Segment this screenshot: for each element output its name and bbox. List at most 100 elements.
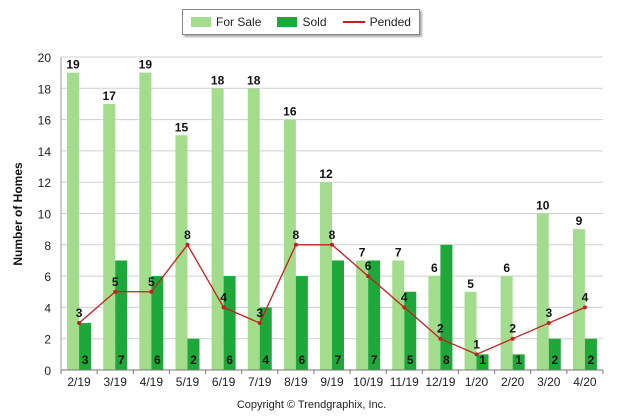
data-label-pended: 1: [473, 337, 480, 351]
pended-point: [402, 305, 407, 310]
bar-for-sale: [572, 229, 585, 370]
data-label-sold: 7: [118, 353, 125, 367]
bar-sold: [151, 276, 164, 370]
data-label-for-sale: 7: [359, 245, 366, 259]
data-label-for-sale: 6: [503, 261, 510, 275]
x-tick-label: 4/20: [573, 375, 597, 389]
x-tick-label: 3/19: [104, 375, 128, 389]
y-tick-label: 4: [44, 301, 51, 315]
y-tick-label: 12: [38, 176, 52, 190]
bar-sold: [548, 338, 561, 370]
pended-point: [330, 242, 334, 247]
legend-swatch-for-sale: [191, 17, 212, 27]
bar-for-sale: [464, 291, 477, 370]
data-label-sold: 4: [262, 353, 269, 367]
pended-point: [474, 352, 479, 357]
data-label-for-sale: 16: [283, 105, 297, 119]
pended-point: [510, 336, 515, 341]
x-tick-label: 11/19: [390, 375, 419, 389]
bar-sold: [223, 276, 236, 370]
data-labels: 1931771961521861841661277775685161102923…: [66, 58, 594, 367]
pended-line: [77, 242, 587, 357]
data-label-for-sale: 7: [395, 245, 402, 259]
y-tick-label: 2: [44, 333, 51, 347]
x-tick-label: 8/19: [284, 375, 308, 389]
data-label-pended: 8: [184, 228, 191, 242]
bar-sold: [187, 338, 200, 370]
bar-for-sale: [67, 72, 80, 371]
data-label-for-sale: 15: [175, 120, 189, 134]
bar-for-sale: [392, 260, 405, 370]
legend-label-sold: Sold: [302, 15, 327, 29]
legend-swatch-sold: [277, 17, 298, 27]
data-label-sold: 6: [299, 353, 306, 367]
data-label-for-sale: 19: [66, 58, 80, 72]
pended-point: [257, 321, 262, 326]
bar-sold: [115, 260, 128, 370]
data-label-sold: 7: [335, 353, 342, 367]
pended-point: [546, 321, 551, 326]
legend-label-for-sale: For Sale: [216, 15, 262, 29]
pended-point: [113, 289, 118, 294]
bar-sold: [79, 323, 92, 370]
x-tick-label: 4/19: [140, 375, 164, 389]
legend-item-for-sale: For Sale: [191, 15, 261, 29]
x-tick-label: 12/19: [425, 375, 455, 389]
y-tick-label: 10: [38, 208, 52, 222]
x-tick-label: 9/19: [320, 375, 344, 389]
data-label-pended: 5: [112, 275, 119, 289]
x-tick-label: 5/19: [176, 375, 200, 389]
bar-sold: [584, 338, 597, 370]
bar-for-sale: [320, 182, 332, 370]
data-label-sold: 6: [226, 353, 233, 367]
x-tick-label: 10/19: [353, 375, 383, 389]
data-label-sold: 1: [479, 353, 486, 367]
bar-sold: [368, 260, 381, 370]
data-label-for-sale: 6: [431, 261, 438, 275]
x-tick-label: 2/20: [501, 375, 525, 389]
pended-point: [582, 305, 587, 310]
data-label-for-sale: 19: [139, 58, 153, 72]
legend: For Sale Sold Pended: [182, 9, 420, 35]
pended-point: [293, 242, 298, 247]
bar-for-sale: [500, 276, 513, 370]
data-label-sold: 6: [154, 353, 161, 367]
x-tick-label: 7/19: [248, 375, 272, 389]
x-tick-label: 3/20: [537, 375, 561, 389]
legend-item-pended: Pended: [342, 15, 411, 29]
data-label-for-sale: 18: [247, 73, 261, 87]
bar-sold: [476, 354, 489, 370]
data-label-pended: 3: [545, 306, 552, 320]
data-label-pended: 5: [148, 275, 155, 289]
bar-for-sale: [103, 103, 116, 370]
data-label-sold: 7: [371, 353, 378, 367]
pended-point: [149, 289, 154, 294]
bar-for-sale: [536, 213, 549, 370]
legend-label-pended: Pended: [369, 15, 411, 29]
data-label-for-sale: 9: [576, 214, 583, 228]
data-label-sold: 8: [443, 353, 450, 367]
copyright-text: Copyright © Trendgraphix, Inc.: [236, 399, 387, 411]
bar-sold: [404, 291, 417, 370]
bar-sold: [332, 260, 344, 370]
data-label-pended: 6: [365, 259, 372, 273]
data-label-pended: 3: [256, 306, 263, 320]
data-label-for-sale: 18: [211, 73, 225, 87]
y-tick-label: 0: [44, 364, 51, 378]
data-label-pended: 2: [437, 322, 444, 336]
y-tick-label: 18: [38, 82, 52, 96]
x-tick-label: 6/19: [212, 375, 236, 389]
pended-point: [221, 305, 226, 310]
pended-point: [77, 321, 82, 326]
bar-for-sale: [211, 88, 224, 371]
data-label-for-sale: 12: [319, 167, 333, 181]
data-label-pended: 2: [509, 322, 516, 336]
y-axis-title: Number of Homes: [11, 162, 25, 266]
bar-for-sale: [428, 276, 441, 370]
data-label-pended: 3: [76, 306, 83, 320]
y-tick-label: 16: [38, 114, 52, 128]
data-label-pended: 4: [582, 290, 589, 304]
pended-point: [185, 242, 190, 247]
bar-sold: [440, 244, 453, 370]
pended-point: [366, 274, 371, 279]
